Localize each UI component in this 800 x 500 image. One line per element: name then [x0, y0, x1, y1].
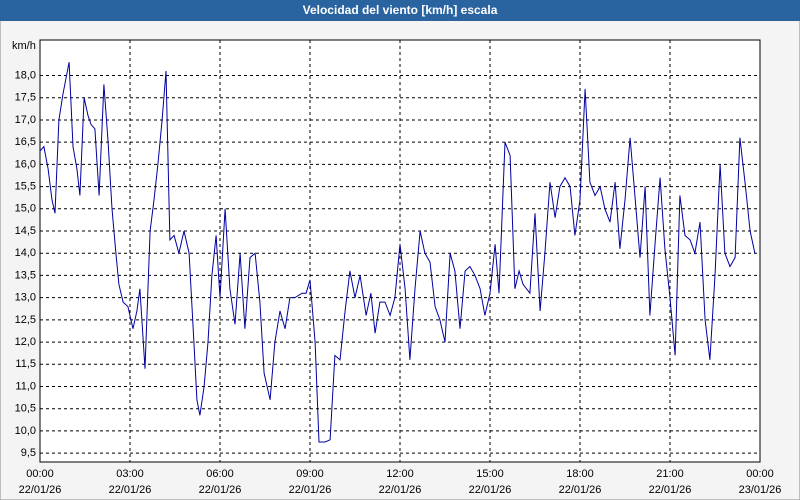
- y-tick-label: 13,0: [15, 292, 36, 304]
- x-tick-date: 22/01/26: [379, 484, 422, 496]
- y-tick-label: 15,0: [15, 203, 36, 215]
- y-tick-label: 16,0: [15, 158, 36, 170]
- title-bar: [0, 0, 800, 21]
- x-tick-label: 18:00: [566, 468, 594, 480]
- x-tick-date: 22/01/26: [199, 484, 242, 496]
- data-line: [39, 62, 756, 443]
- x-tick-label: 21:00: [656, 468, 684, 480]
- y-tick-label: 9,5: [21, 447, 36, 459]
- x-tick-date: 22/01/26: [19, 484, 62, 496]
- y-tick-label: 11,5: [15, 358, 36, 370]
- y-tick-label: 15,5: [15, 180, 36, 192]
- x-tick-label: 03:00: [116, 468, 144, 480]
- x-tick-label: 15:00: [476, 468, 504, 480]
- x-tick-label: 00:00: [746, 468, 774, 480]
- y-tick-label: 13,5: [15, 269, 36, 281]
- y-tick-label: 10,0: [15, 425, 36, 437]
- y-tick-label: 16,5: [15, 136, 36, 148]
- chart-title: Velocidad del viento [km/h] escala: [303, 3, 498, 17]
- y-tick-label: 18,0: [15, 69, 36, 81]
- x-tick-label: 12:00: [386, 468, 414, 480]
- x-tick-label: 00:00: [26, 468, 54, 480]
- y-tick-label: 12,0: [15, 336, 36, 348]
- x-tick-label: 06:00: [206, 468, 234, 480]
- y-tick-label: 17,5: [15, 92, 36, 104]
- y-tick-label: 14,0: [15, 247, 36, 259]
- y-tick-label: 17,0: [15, 114, 36, 126]
- y-tick-label: 12,5: [15, 314, 36, 326]
- x-tick-date: 22/01/26: [469, 484, 512, 496]
- x-tick-date: 22/01/26: [559, 484, 602, 496]
- x-tick-label: 09:00: [296, 468, 324, 480]
- x-tick-date: 22/01/26: [109, 484, 152, 496]
- y-tick-label: 14,5: [15, 225, 36, 237]
- x-tick-date: 22/01/26: [289, 484, 332, 496]
- y-axis-label: km/h: [12, 40, 36, 52]
- y-tick-label: 10,5: [15, 403, 36, 415]
- y-tick-label: 11,0: [15, 380, 36, 392]
- x-tick-date: 23/01/26: [739, 484, 782, 496]
- x-tick-date: 22/01/26: [649, 484, 692, 496]
